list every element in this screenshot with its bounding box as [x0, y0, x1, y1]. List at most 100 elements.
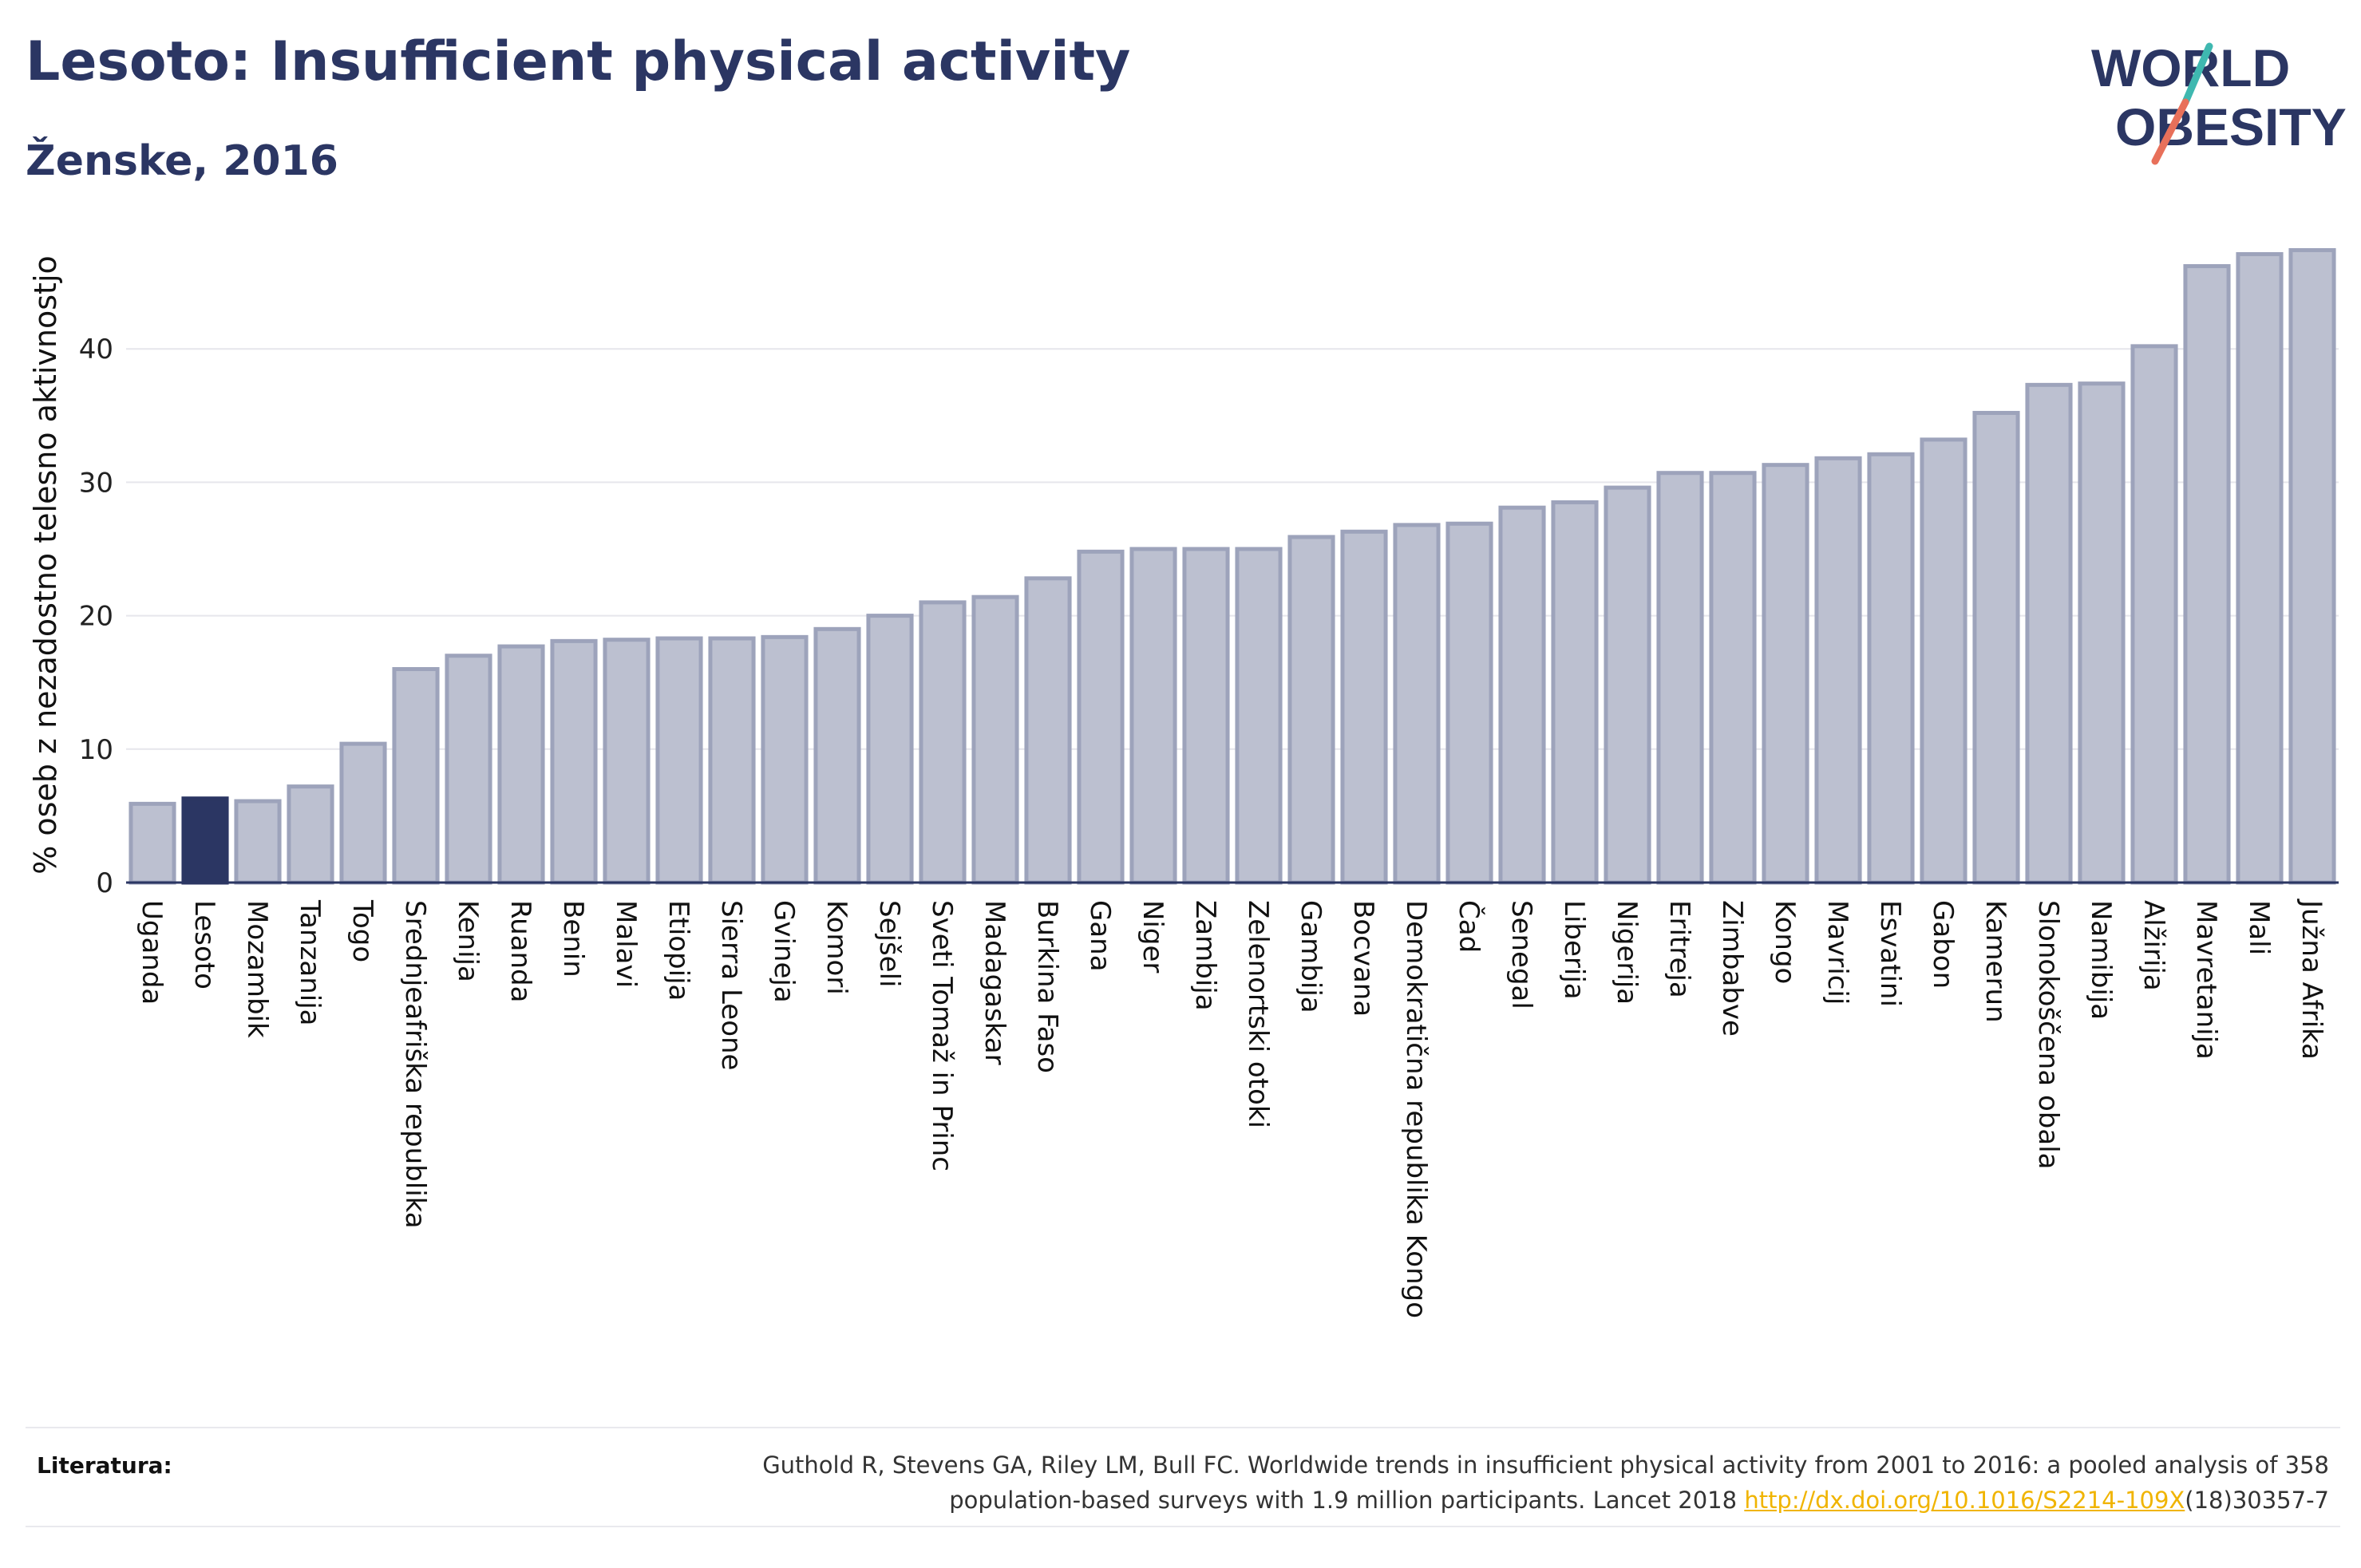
x-tick-label: Kongo — [1769, 900, 1801, 984]
bar-lesoto — [181, 796, 229, 885]
x-tick-label: Namibija — [2085, 900, 2117, 1020]
bar-gambija — [1287, 535, 1335, 885]
x-tick-label: Burkina Faso — [1031, 900, 1063, 1073]
x-tick-label: Mavricij — [1821, 900, 1853, 1005]
y-tick-label: 30 — [79, 467, 113, 499]
reference-line-2-post: (18)30357-7 — [2185, 1487, 2329, 1514]
x-tick-label: Bocvana — [1347, 900, 1379, 1017]
bar-kamerun — [1972, 410, 2020, 885]
x-tick-label: Tanzanija — [294, 899, 326, 1025]
bar-slonokoščena-obala — [2025, 382, 2073, 885]
x-tick-label: Eritreja — [1663, 900, 1695, 998]
x-tick-label: Etiopija — [662, 900, 694, 1001]
x-tick-label: Zimbabve — [1716, 900, 1748, 1037]
bar-kenija — [445, 654, 492, 885]
bar-ruanda — [497, 644, 545, 885]
bar-sveti-tomaž-in-princ — [919, 600, 967, 885]
logo-word-obesity: OBESITY — [2115, 97, 2347, 156]
bar-gabon — [1920, 437, 1968, 885]
bar-zimbabve — [1709, 471, 1757, 885]
bar-komori — [813, 626, 861, 885]
x-tick-label: Madagaskar — [979, 900, 1010, 1065]
bar-namibija — [2078, 381, 2126, 885]
x-tick-label: Komori — [821, 900, 852, 995]
reference-line-2-pre: population-based surveys with 1.9 millio… — [949, 1487, 1745, 1514]
bar-esvatini — [1867, 452, 1915, 885]
x-tick-label: Sejšeli — [873, 900, 905, 987]
x-tick-label: Nigerija — [1611, 900, 1643, 1005]
bar-senegal — [1498, 505, 1546, 885]
x-tick-label: Niger — [1137, 900, 1169, 973]
bar-niger — [1129, 547, 1177, 885]
x-tick-label: Zelenortski otoki — [1242, 900, 1274, 1128]
reference-line-1: Guthold R, Stevens GA, Riley LM, Bull FC… — [762, 1451, 2329, 1479]
bar-bocvana — [1340, 529, 1388, 885]
reference-doi-link[interactable]: http://dx.doi.org/10.1016/S2214-109X — [1744, 1487, 2185, 1514]
x-tick-label: Mozambik — [241, 900, 273, 1038]
bar-malavi — [603, 638, 651, 885]
x-tick-label: Južna Afrika — [2296, 899, 2327, 1060]
world-obesity-logo: WORLD OBESITY — [2091, 38, 2347, 165]
bar-mavricij — [1814, 456, 1862, 885]
x-tick-label: Demokratična republika Kongo — [1400, 900, 1432, 1318]
bar-zelenortski-otoki — [1235, 547, 1283, 885]
x-tick-label: Senegal — [1505, 900, 1537, 1009]
bar-etiopija — [655, 636, 703, 885]
bar-togo — [339, 741, 387, 885]
x-tick-label: Slonokoščena obala — [2032, 900, 2064, 1169]
x-tick-label: Uganda — [136, 900, 168, 1005]
x-tick-label: Gana — [1084, 900, 1116, 972]
x-tick-label: Lesoto — [188, 900, 220, 989]
x-tick-label: Kenija — [452, 900, 484, 982]
x-tick-label: Ruanda — [504, 900, 536, 1002]
bar-tanzanija — [287, 784, 334, 885]
bar-kongo — [1762, 463, 1809, 885]
bar-srednjeafriška-republika — [392, 666, 440, 885]
x-tick-label: Mali — [2243, 900, 2275, 955]
x-tick-label: Togo — [346, 899, 378, 962]
bar-alžirija — [2130, 344, 2178, 885]
bar-južna-afrika — [2288, 247, 2336, 885]
footer-divider-top — [26, 1427, 2340, 1428]
bar-eritreja — [1656, 471, 1704, 885]
bar-liberija — [1551, 500, 1599, 885]
bar-čad — [1445, 521, 1493, 885]
logo-slash-teal — [2181, 42, 2213, 106]
bar-chart: 0 10 20 30 40 Uganda Lesoto Mozambik Tanzanija To… — [28, 247, 2339, 1318]
y-tick-label: 40 — [79, 334, 113, 365]
references-label: Literatura: — [37, 1452, 172, 1479]
x-tick-label: Esvatini — [1874, 900, 1906, 1007]
footer-divider-bottom — [26, 1526, 2340, 1527]
bar-sierra-leone — [708, 636, 756, 885]
bar-sejšeli — [866, 614, 914, 885]
x-tick-label: Kamerun — [1979, 900, 2011, 1023]
reference-line-2: population-based surveys with 1.9 millio… — [493, 1483, 2329, 1518]
bar-mavretanija — [2183, 264, 2231, 885]
gridlines — [126, 348, 2339, 750]
bar-gvineja — [761, 634, 809, 885]
bar-demokratična-republika-kongo — [1393, 523, 1441, 885]
logo-slash-coral — [2151, 98, 2189, 165]
x-tick-label: Sveti Tomaž in Princ — [926, 900, 958, 1171]
bar-zambija — [1182, 547, 1230, 885]
x-tick-label: Srednjeafriška republika — [399, 900, 431, 1229]
bar-gana — [1077, 549, 1125, 885]
y-tick-label: 0 — [96, 867, 113, 899]
x-tick-label: Liberija — [1558, 900, 1590, 1000]
x-tick-label: Malavi — [610, 900, 642, 988]
bar-mozambik — [234, 799, 282, 885]
labels: 0 10 20 30 40 Uganda Lesoto Mozambik Tanzanija To… — [28, 255, 2327, 1318]
page-title: Lesoto: Insufficient physical activity — [26, 30, 1131, 93]
references-text: Guthold R, Stevens GA, Riley LM, Bull FC… — [493, 1448, 2329, 1518]
y-tick-label: 20 — [79, 601, 113, 633]
x-tick-label: Gabon — [1927, 900, 1959, 989]
y-tick-label: 10 — [79, 734, 113, 766]
x-tick-label: Zambija — [1189, 900, 1221, 1011]
bar-nigerija — [1604, 485, 1651, 885]
x-tick-label: Benin — [557, 900, 589, 978]
x-tick-label: Gvineja — [768, 900, 800, 1003]
x-tick-label: Alžirija — [2138, 900, 2169, 991]
x-tick-label: Mavretanija — [2190, 900, 2222, 1060]
bar-burkina-faso — [1024, 576, 1072, 885]
bar-uganda — [129, 801, 176, 885]
